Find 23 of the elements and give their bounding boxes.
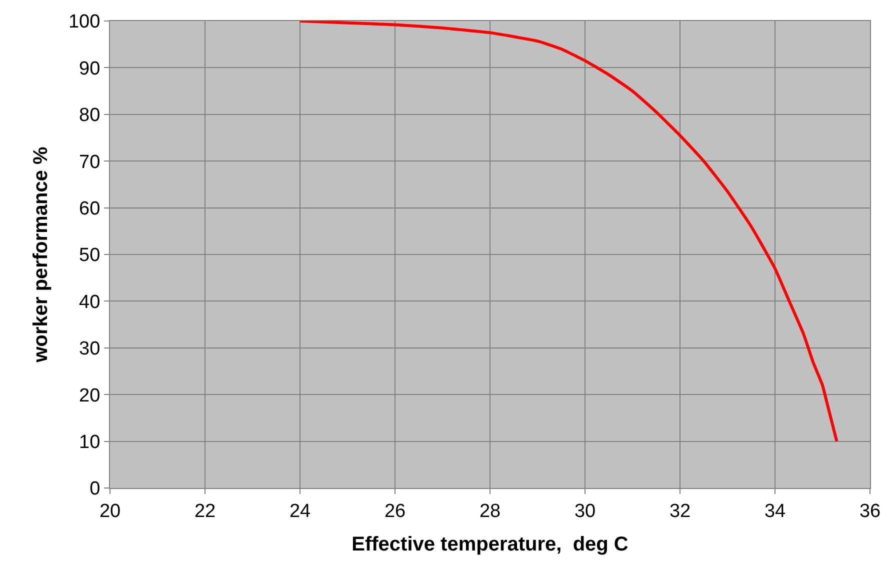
y-tick-label: 80 — [79, 105, 100, 126]
y-tick-label: 50 — [79, 245, 100, 266]
y-axis-title: worker performance % — [30, 146, 52, 364]
y-tick-label: 10 — [79, 432, 100, 453]
x-tick-label: 32 — [669, 500, 691, 522]
y-tick-label: 90 — [79, 58, 100, 80]
x-tick-label: 20 — [99, 500, 121, 522]
y-tick-label: 30 — [79, 338, 100, 360]
x-tick-label: 24 — [289, 500, 311, 522]
line-series — [298, 21, 838, 443]
x-tick-label: 36 — [859, 500, 881, 522]
y-tick-label: 40 — [79, 292, 100, 313]
y-tick-label: 100 — [68, 12, 100, 33]
x-tick-label: 26 — [384, 500, 406, 522]
x-tick-label: 22 — [194, 500, 216, 522]
y-tick-label: 20 — [79, 385, 100, 406]
x-axis-title: Effective temperature, deg C — [352, 533, 628, 556]
x-tick-label: 28 — [479, 500, 501, 522]
y-tick-label: 60 — [79, 198, 100, 220]
x-tick-label: 34 — [764, 500, 786, 522]
x-tick-label: 30 — [574, 500, 596, 522]
y-tick-label: 70 — [79, 152, 100, 173]
y-tick-label: 0 — [90, 478, 100, 500]
